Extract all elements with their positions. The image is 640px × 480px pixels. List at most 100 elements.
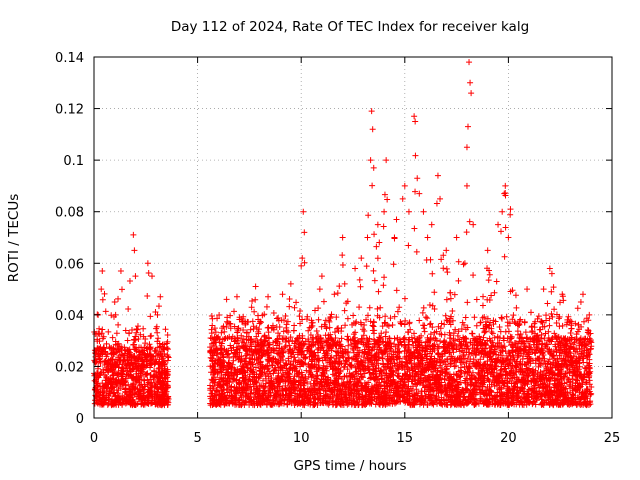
data-point [119, 352, 126, 359]
data-point [132, 391, 139, 398]
data-point [160, 397, 167, 404]
data-point [93, 397, 100, 404]
data-point [136, 344, 143, 351]
data-point [160, 395, 167, 402]
data-point [390, 261, 397, 268]
data-point [147, 372, 154, 379]
data-point [112, 311, 119, 318]
data-point [146, 389, 153, 396]
data-point [128, 327, 135, 334]
data-point [114, 346, 121, 353]
data-point [115, 364, 122, 371]
data-point [130, 374, 137, 381]
data-point [451, 291, 458, 298]
data-point [122, 398, 129, 405]
data-point [342, 322, 349, 329]
data-point [133, 344, 140, 351]
data-point [143, 370, 150, 377]
data-point [132, 336, 139, 343]
data-point [103, 360, 110, 367]
data-point [164, 331, 171, 338]
data-point [108, 365, 115, 372]
data-point [138, 395, 145, 402]
data-point [283, 327, 290, 334]
data-point [103, 340, 110, 347]
data-point [125, 381, 132, 388]
data-point [152, 309, 159, 316]
data-point [469, 369, 476, 376]
data-point [155, 303, 162, 310]
data-point [124, 337, 131, 344]
data-point [111, 359, 118, 366]
data-point [124, 357, 131, 364]
data-point [113, 387, 120, 394]
data-point [161, 350, 168, 357]
data-point [157, 400, 164, 407]
data-point [119, 365, 126, 372]
data-point [455, 328, 462, 335]
data-point [113, 396, 120, 403]
data-points [91, 59, 595, 409]
data-point [588, 384, 595, 391]
data-point [115, 321, 122, 328]
data-point [116, 393, 123, 400]
data-point [108, 350, 115, 357]
data-point [140, 333, 147, 340]
data-point [115, 295, 122, 302]
data-point [117, 385, 124, 392]
data-point [156, 340, 163, 347]
data-point [138, 362, 145, 369]
data-point [164, 346, 171, 353]
data-point [100, 346, 107, 353]
data-point [328, 354, 335, 361]
data-point [105, 328, 112, 335]
data-point [297, 307, 304, 314]
data-point [125, 305, 132, 312]
data-point [137, 372, 144, 379]
data-point [99, 335, 106, 342]
data-point [141, 350, 148, 357]
data-point [100, 366, 107, 373]
data-point [374, 305, 381, 312]
data-point [109, 356, 116, 363]
data-point [99, 380, 106, 387]
data-point [142, 354, 149, 361]
data-point [141, 401, 148, 408]
data-point [147, 389, 154, 396]
data-point [123, 399, 130, 406]
data-point [148, 393, 155, 400]
data-point [122, 364, 129, 371]
data-point [103, 384, 110, 391]
data-point [429, 270, 436, 277]
data-point [553, 320, 560, 327]
data-point [587, 391, 594, 398]
data-point [240, 327, 247, 334]
data-point [127, 353, 134, 360]
data-point [145, 270, 152, 277]
data-point [158, 354, 165, 361]
data-point [94, 400, 101, 407]
data-point [498, 314, 505, 321]
data-point [376, 239, 383, 246]
data-point [133, 329, 140, 336]
data-point [126, 278, 133, 285]
data-point [510, 312, 517, 319]
data-point [108, 399, 115, 406]
data-point [139, 347, 146, 354]
data-point [301, 259, 308, 266]
data-point [147, 364, 154, 371]
data-point [133, 370, 140, 377]
data-point [135, 363, 142, 370]
data-point [287, 334, 294, 341]
data-point [163, 340, 170, 347]
data-point [145, 379, 152, 386]
data-point [109, 349, 116, 356]
data-point [153, 384, 160, 391]
data-point [123, 371, 130, 378]
data-point [450, 330, 457, 337]
data-point [158, 367, 165, 374]
data-point [99, 401, 106, 408]
data-point [148, 361, 155, 368]
data-point [345, 342, 352, 349]
data-point [122, 385, 129, 392]
